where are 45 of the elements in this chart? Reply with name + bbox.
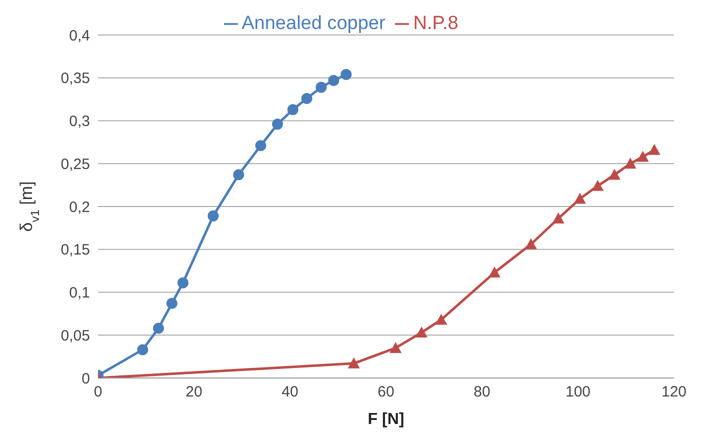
point (592, 180, 604, 191)
legend-label: N.P.8 (413, 13, 458, 34)
point (166, 298, 178, 309)
y-tick-label: 0,3 (69, 113, 90, 130)
point (416, 326, 428, 338)
point (348, 357, 360, 368)
point (435, 314, 448, 325)
point (340, 68, 352, 80)
y-tick-label: 0,25 (60, 156, 90, 173)
x-tick-label: 40 (282, 384, 298, 401)
point (624, 158, 636, 169)
point (328, 74, 340, 86)
point (287, 104, 298, 116)
y-tick-label: 0,1 (69, 284, 90, 302)
x-tick-label: 100 (565, 384, 591, 401)
y-tick-label: 0,05 (60, 327, 90, 344)
point (272, 118, 284, 130)
point (552, 212, 564, 224)
y-tick-label: 0,2 (69, 198, 90, 216)
point (524, 238, 537, 250)
y-tick-label: 0,35 (60, 70, 90, 88)
x-tick-label: 0 (94, 384, 102, 401)
point (316, 82, 327, 93)
y-tick-label: 0 (82, 370, 90, 388)
point (137, 344, 148, 356)
x-tick-label: 80 (474, 384, 490, 401)
x-tick-label: 120 (661, 384, 687, 401)
point (301, 92, 312, 104)
point (177, 277, 188, 288)
y-tick-label: 0,4 (69, 27, 90, 44)
x-tick-label: 20 (186, 384, 202, 401)
point (608, 168, 620, 180)
x-tick-label: 60 (378, 384, 394, 401)
point (255, 140, 266, 152)
x-axis-title: F [N] (368, 411, 404, 428)
point (636, 150, 649, 162)
point (648, 144, 660, 155)
legend-label: Annealed copper (242, 13, 386, 34)
point (208, 210, 219, 222)
point (390, 342, 402, 353)
point (233, 169, 244, 180)
y-tick-label: 0,15 (60, 242, 90, 259)
point (488, 266, 500, 278)
point (152, 322, 164, 334)
point (574, 192, 586, 204)
